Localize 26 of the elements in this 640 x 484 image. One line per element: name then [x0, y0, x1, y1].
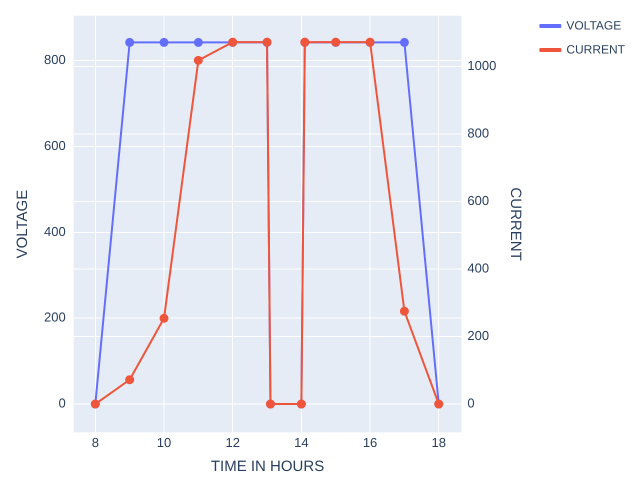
x-tick-label: 8: [92, 434, 99, 450]
y-tick-label: 600: [44, 138, 66, 153]
point: [400, 306, 409, 316]
y2-tick-label: 800: [467, 126, 490, 141]
y-tick-label: 200: [44, 310, 66, 325]
x-tick-label: 14: [294, 434, 309, 450]
y2-tick-label: 400: [467, 260, 490, 276]
point: [160, 314, 169, 323]
y2-tick-label: 0: [467, 396, 475, 411]
y2-tick-label: 200: [467, 328, 490, 344]
point: [194, 56, 203, 65]
y2-tick-label: 600: [467, 193, 490, 208]
y2-tick-label: 1000: [467, 58, 496, 74]
y-tick-label: 800: [44, 52, 66, 68]
x-tick-label: 18: [432, 434, 446, 450]
x-tick-label: 16: [362, 434, 378, 450]
legend-label: CURRENT: [566, 42, 626, 56]
x-tick-label: 12: [225, 434, 240, 450]
point: [125, 375, 134, 384]
x-tick-label: 10: [156, 434, 172, 450]
y-axis-title: VOLTAGE: [14, 190, 32, 258]
x-axis-title: TIME IN HOURS: [210, 458, 324, 476]
y-tick-label: 400: [44, 224, 66, 239]
y-tick-label: 0: [58, 396, 66, 411]
legend-label: VOLTAGE: [566, 18, 622, 32]
y2-axis-title: CURRENT: [507, 187, 524, 261]
